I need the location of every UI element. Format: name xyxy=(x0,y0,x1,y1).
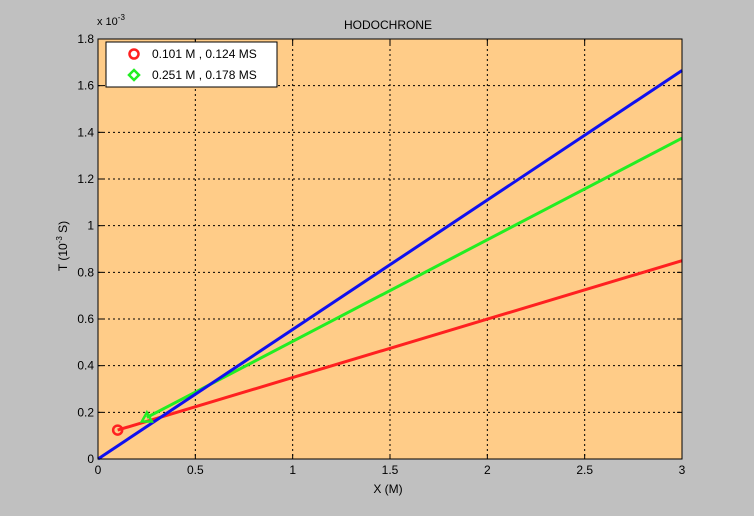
series-line-red xyxy=(117,259,683,432)
series-line-green xyxy=(146,136,683,419)
y-tick-label: 1.8 xyxy=(77,32,94,46)
x-tick-label: 2.5 xyxy=(576,463,593,477)
legend-label-green: 0.251 M , 0.178 MS xyxy=(152,68,257,82)
tick-labels: 0 0.5 1 1.5 2 2.5 3 0 0.2 0.4 0.6 0.8 1 1.2 1.4 1.6 1.8 xyxy=(77,32,685,477)
legend: 0.101 M , 0.124 MS 0.251 M , 0.178 MS xyxy=(105,41,278,88)
x-tick-label: 1 xyxy=(289,463,296,477)
y-tick-label: 0.6 xyxy=(77,312,94,326)
y-axis-label-exponent: -3 xyxy=(55,236,64,244)
x-tick-label: 0 xyxy=(95,463,102,477)
chart-title: HODOCHRONE xyxy=(344,18,432,32)
x-tick-label: 1.5 xyxy=(382,463,399,477)
series-line-blue xyxy=(97,69,683,461)
grid-lines xyxy=(98,39,682,459)
y-tick-label: 0.4 xyxy=(77,359,94,373)
y-axis-label: T (10-3 S) xyxy=(55,221,70,271)
legend-marker-circle xyxy=(128,48,140,60)
x-tick-label: 3 xyxy=(679,463,686,477)
y-axis-multiplier-base: x 10 xyxy=(97,16,118,28)
y-axis-multiplier: x 10-3 xyxy=(97,13,125,28)
y-axis-label-tail: S) xyxy=(56,221,70,236)
y-axis-multiplier-exponent: -3 xyxy=(118,13,126,22)
x-tick-label: 2 xyxy=(484,463,491,477)
legend-marker-diamond xyxy=(127,68,141,82)
y-tick-label: 0.2 xyxy=(77,405,94,419)
x-tick-label: 0.5 xyxy=(187,463,204,477)
y-tick-label: 0 xyxy=(87,452,94,466)
data-markers xyxy=(111,409,154,436)
y-tick-label: 1.4 xyxy=(77,125,94,139)
legend-symbol-circle xyxy=(128,48,140,60)
legend-label-red: 0.101 M , 0.124 MS xyxy=(152,47,257,61)
x-axis-label: X (M) xyxy=(373,482,402,496)
tick-marks xyxy=(97,38,683,460)
y-tick-label: 1.2 xyxy=(77,172,94,186)
series-lines xyxy=(97,69,683,461)
y-tick-label: 0.8 xyxy=(77,265,94,279)
data-point-circle xyxy=(111,424,124,436)
y-tick-label: 1 xyxy=(87,219,94,233)
data-point-triangle xyxy=(139,409,154,423)
y-axis-label-base: T (10 xyxy=(56,243,70,271)
y-tick-label: 1.6 xyxy=(77,79,94,93)
legend-symbol-diamond xyxy=(127,68,141,82)
